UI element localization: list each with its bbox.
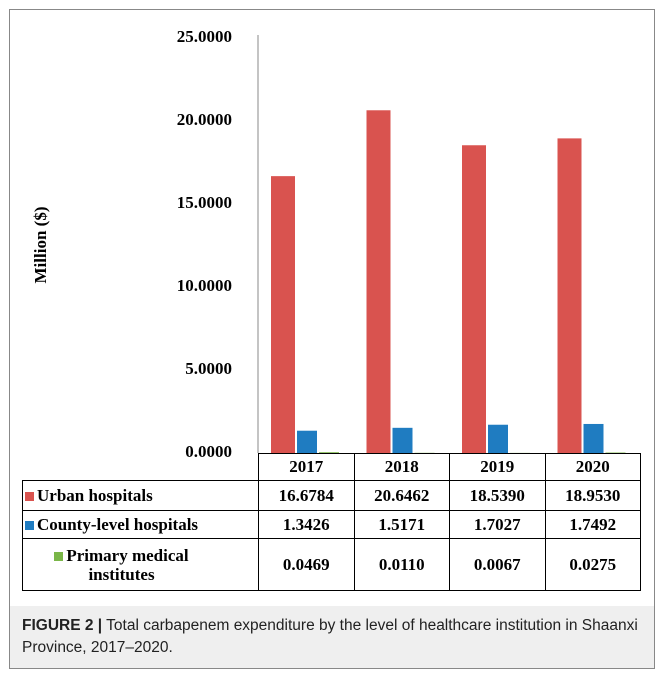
data-label: 20.6462	[353, 480, 450, 511]
x-tick-label: 2019	[449, 453, 546, 481]
table-row: Primary medical institutes 0.0469 0.0110 0.…	[22, 538, 641, 591]
legend-label: Urban hospitals	[37, 486, 153, 505]
data-label: 16.6784	[258, 480, 355, 511]
table-row: County-level hospitals 1.3426 1.5171 1.7027…	[22, 510, 641, 539]
y-tick-label: 10.0000	[177, 276, 232, 295]
y-tick-label: 15.0000	[177, 193, 232, 212]
data-label: 1.5171	[353, 510, 450, 539]
caption-text: Total carbapenem expenditure by the leve…	[22, 617, 638, 656]
bar	[319, 452, 339, 453]
caption-label: FIGURE 2 |	[22, 617, 103, 634]
legend-cell: Primary medical institutes	[22, 538, 259, 591]
legend-cell: County-level hospitals	[22, 510, 259, 539]
frame	[9, 9, 655, 669]
data-label: 1.7027	[449, 510, 546, 539]
bar	[366, 110, 391, 454]
data-label: 0.0469	[258, 538, 355, 591]
y-axis-label: Million ($)	[31, 207, 50, 284]
data-label: 18.5390	[449, 480, 546, 511]
data-label: 1.7492	[544, 510, 641, 539]
legend-swatch	[54, 551, 64, 561]
x-tick-label: 2020	[544, 453, 641, 481]
bar	[392, 427, 413, 453]
x-tick-label: 2017	[258, 453, 355, 481]
table-header-row: 2017 2018 2019 2020	[22, 453, 641, 481]
y-tick-label: 5.0000	[185, 359, 232, 378]
bar	[462, 145, 486, 453]
bar	[583, 423, 604, 453]
legend-label: Primary medical institutes	[66, 545, 189, 584]
table-corner	[22, 453, 259, 481]
bar	[271, 176, 295, 454]
legend-label: County-level hospitals	[37, 515, 199, 534]
x-tick-label: 2018	[353, 453, 450, 481]
y-tick-label: 25.0000	[177, 27, 232, 46]
bar	[297, 430, 317, 453]
caption: FIGURE 2 | Total carbapenem expenditure …	[10, 606, 654, 668]
table-row: Urban hospitals 16.6784 20.6462 18.5390 18.9…	[22, 480, 641, 511]
bar	[557, 138, 582, 454]
data-label: 1.3426	[258, 510, 355, 539]
y-tick-label: 20.0000	[177, 110, 232, 129]
legend-swatch	[25, 492, 34, 501]
bar	[488, 424, 508, 453]
data-label: 0.0110	[353, 538, 450, 591]
data-table: 2017 2018 2019 2020 Urban hospitals 16.6784 20…	[22, 453, 641, 591]
legend-swatch	[25, 521, 34, 530]
data-label: 18.9530	[544, 480, 641, 511]
legend-cell: Urban hospitals	[22, 480, 259, 511]
data-label: 0.0067	[449, 538, 546, 591]
data-label: 0.0275	[544, 538, 641, 591]
